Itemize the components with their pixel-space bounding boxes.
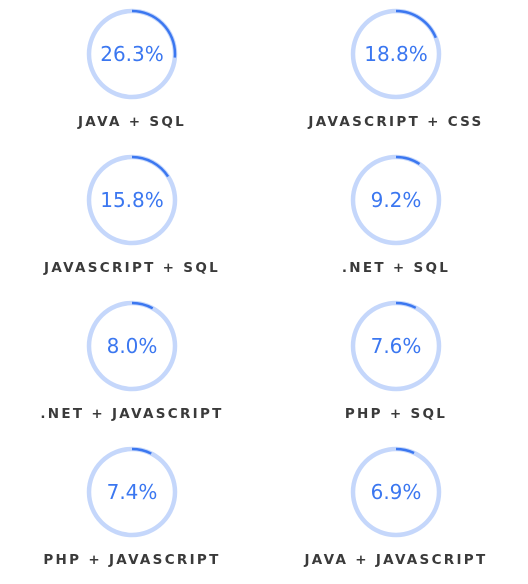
ring-progress-arc-4 [87, 301, 177, 391]
ring-label-6: PHP + JAVASCRIPT [43, 552, 221, 568]
ring-label-7: JAVA + JAVASCRIPT [304, 552, 488, 568]
ring-label-4: .NET + JAVASCRIPT [40, 406, 224, 422]
ring-5 [350, 300, 442, 392]
ring-2 [86, 154, 178, 246]
ring-value-4: 8.0% [106, 334, 158, 358]
ring-progress-arc-6 [87, 447, 177, 537]
ring-item-4: 8.0% .NET + JAVASCRIPT [0, 292, 264, 438]
ring-label-5: PHP + SQL [344, 406, 448, 422]
ring-value-1: 18.8% [364, 42, 428, 66]
ring-6 [86, 446, 178, 538]
ring-progress-arc-1 [351, 9, 441, 99]
ring-item-2: 15.8% JAVASCRIPT + SQL [0, 146, 264, 292]
ring-item-5: 7.6% PHP + SQL [264, 292, 528, 438]
ring-label-3: .NET + SQL [341, 260, 451, 276]
ring-value-6: 7.4% [106, 480, 158, 504]
ring-value-5: 7.6% [370, 334, 422, 358]
ring-item-7: 6.9% JAVA + JAVASCRIPT [264, 438, 528, 584]
ring-progress-arc-5 [351, 301, 441, 391]
ring-item-0: 26.3% JAVA + SQL [0, 0, 264, 146]
ring-value-0: 26.3% [100, 42, 164, 66]
ring-0 [86, 8, 178, 100]
ring-item-3: 9.2% .NET + SQL [264, 146, 528, 292]
ring-item-1: 18.8% JAVASCRIPT + CSS [264, 0, 528, 146]
ring-3 [350, 154, 442, 246]
ring-4 [86, 300, 178, 392]
ring-progress-arc-3 [351, 155, 441, 245]
ring-item-6: 7.4% PHP + JAVASCRIPT [0, 438, 264, 584]
ring-progress-arc-7 [351, 447, 441, 537]
ring-label-0: JAVA + SQL [77, 114, 187, 130]
ring-label-2: JAVASCRIPT + SQL [44, 260, 220, 276]
ring-1 [350, 8, 442, 100]
ring-value-7: 6.9% [370, 480, 422, 504]
ring-progress-arc-2 [87, 155, 177, 245]
ring-progress-arc-0 [87, 9, 177, 99]
ring-7 [350, 446, 442, 538]
ring-value-3: 9.2% [370, 188, 422, 212]
ring-value-2: 15.8% [100, 188, 164, 212]
ring-label-1: JAVASCRIPT + CSS [308, 114, 484, 130]
